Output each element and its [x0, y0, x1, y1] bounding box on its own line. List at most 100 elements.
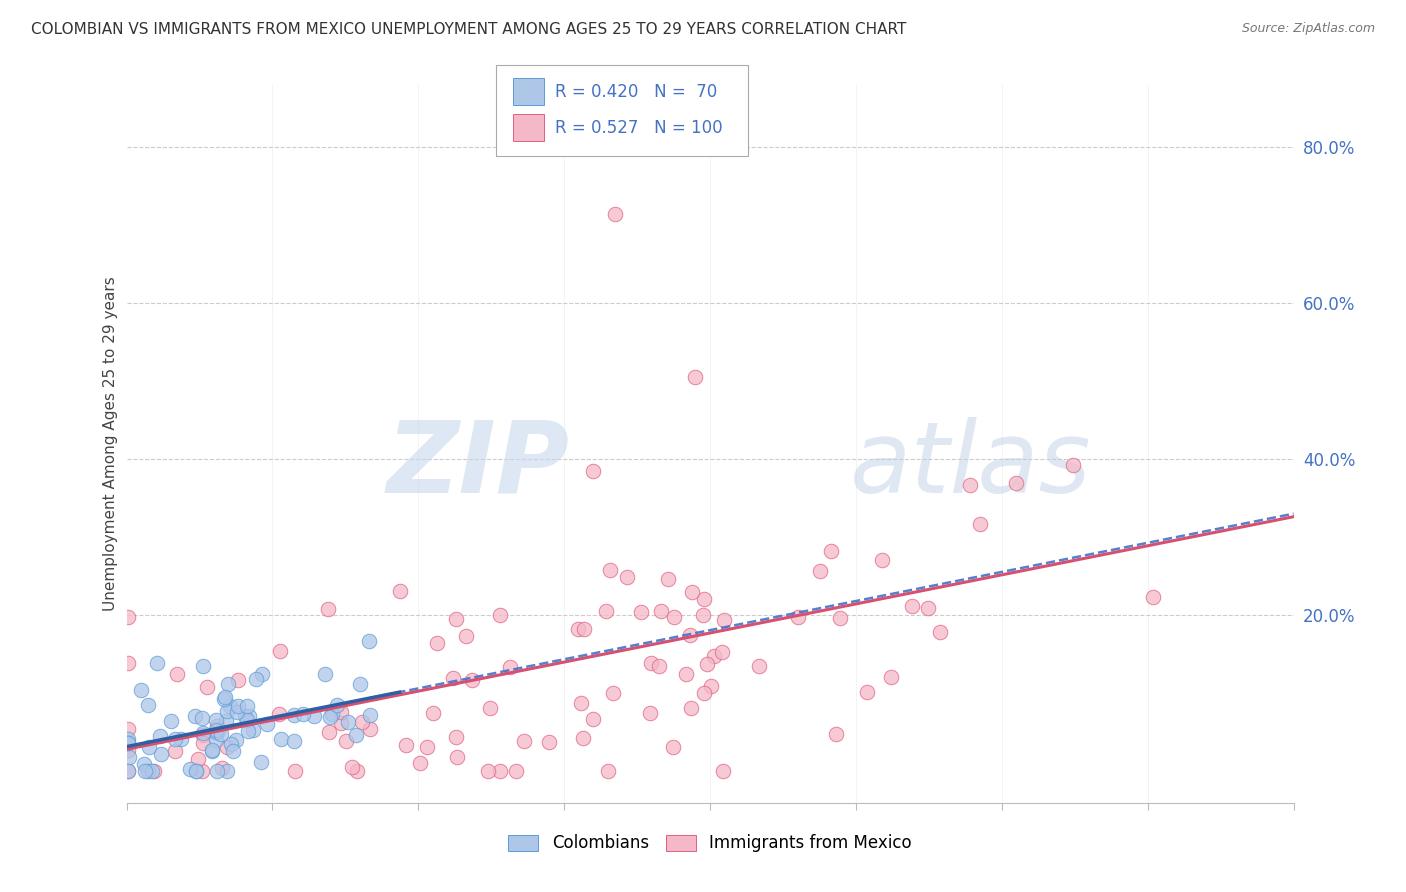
Point — [917, 601, 939, 615]
Point — [1142, 590, 1164, 604]
Point — [117, 610, 139, 624]
Point — [359, 708, 381, 723]
Point — [117, 736, 139, 750]
Point — [537, 735, 560, 749]
Point — [928, 624, 950, 639]
Point — [117, 722, 139, 736]
Point — [205, 719, 228, 733]
Point — [215, 764, 238, 778]
Point — [205, 723, 228, 738]
Point — [217, 676, 239, 690]
Point — [166, 667, 188, 681]
Point — [616, 570, 638, 584]
Point — [321, 706, 343, 721]
Point — [856, 684, 879, 698]
Point — [233, 709, 256, 723]
Point — [117, 656, 139, 670]
Point — [207, 723, 229, 738]
Y-axis label: Unemployment Among Ages 25 to 29 years: Unemployment Among Ages 25 to 29 years — [103, 277, 118, 611]
Point — [222, 744, 245, 758]
Point — [163, 744, 186, 758]
Text: Source: ZipAtlas.com: Source: ZipAtlas.com — [1241, 22, 1375, 36]
Point — [242, 723, 264, 737]
Point — [446, 612, 468, 626]
Point — [211, 761, 233, 775]
Point — [191, 728, 214, 742]
Point — [314, 667, 336, 681]
Point — [165, 731, 187, 746]
Point — [344, 728, 367, 742]
Point — [681, 701, 703, 715]
Point — [191, 659, 214, 673]
Point — [283, 708, 305, 723]
Point — [217, 704, 239, 718]
Point — [582, 464, 605, 478]
Point — [505, 764, 527, 778]
Point — [219, 737, 242, 751]
Point — [340, 759, 363, 773]
Point — [319, 710, 342, 724]
Point — [256, 717, 278, 731]
Point — [228, 699, 250, 714]
Point — [605, 206, 627, 220]
Point — [567, 623, 589, 637]
Point — [129, 683, 152, 698]
Point — [650, 604, 672, 618]
Point — [685, 370, 707, 384]
Text: R = 0.527   N = 100: R = 0.527 N = 100 — [555, 119, 723, 136]
Point — [513, 734, 536, 748]
Point — [238, 709, 260, 723]
Point — [630, 605, 652, 619]
Point — [446, 750, 468, 764]
Point — [284, 764, 307, 778]
Point — [219, 699, 242, 714]
Point — [201, 744, 224, 758]
Point — [569, 696, 592, 710]
Point — [359, 634, 381, 648]
Point — [454, 630, 477, 644]
Point — [648, 659, 671, 673]
Point — [252, 667, 274, 681]
Point — [441, 671, 464, 685]
Point — [236, 698, 259, 713]
Point — [748, 658, 770, 673]
Point — [249, 755, 271, 769]
Legend: Colombians, Immigrants from Mexico: Colombians, Immigrants from Mexico — [502, 828, 918, 859]
Point — [499, 660, 522, 674]
Point — [225, 705, 247, 719]
Point — [318, 725, 340, 739]
Point — [870, 553, 893, 567]
Point — [136, 764, 159, 778]
Point — [478, 700, 501, 714]
Point — [205, 725, 228, 739]
Point — [138, 739, 160, 754]
Point — [416, 740, 439, 755]
Point — [235, 714, 257, 728]
Point — [422, 706, 444, 721]
Point — [582, 712, 605, 726]
Point — [787, 610, 810, 624]
Point — [901, 599, 924, 613]
Point — [205, 764, 228, 778]
Point — [187, 752, 209, 766]
Point — [595, 604, 617, 618]
Point — [713, 614, 735, 628]
Point — [214, 690, 236, 704]
Point — [692, 591, 714, 606]
Point — [703, 648, 725, 663]
Point — [640, 656, 662, 670]
Point — [681, 585, 703, 599]
Point — [201, 743, 224, 757]
Point — [191, 725, 214, 739]
Point — [409, 756, 432, 771]
Point — [214, 714, 236, 728]
Point — [159, 714, 181, 728]
Point — [596, 764, 619, 778]
Point — [330, 716, 353, 731]
Point — [269, 644, 291, 658]
Point — [304, 708, 326, 723]
Point — [662, 739, 685, 754]
Text: R = 0.420   N =  70: R = 0.420 N = 70 — [555, 83, 717, 101]
Point — [117, 743, 139, 757]
Point — [664, 609, 686, 624]
